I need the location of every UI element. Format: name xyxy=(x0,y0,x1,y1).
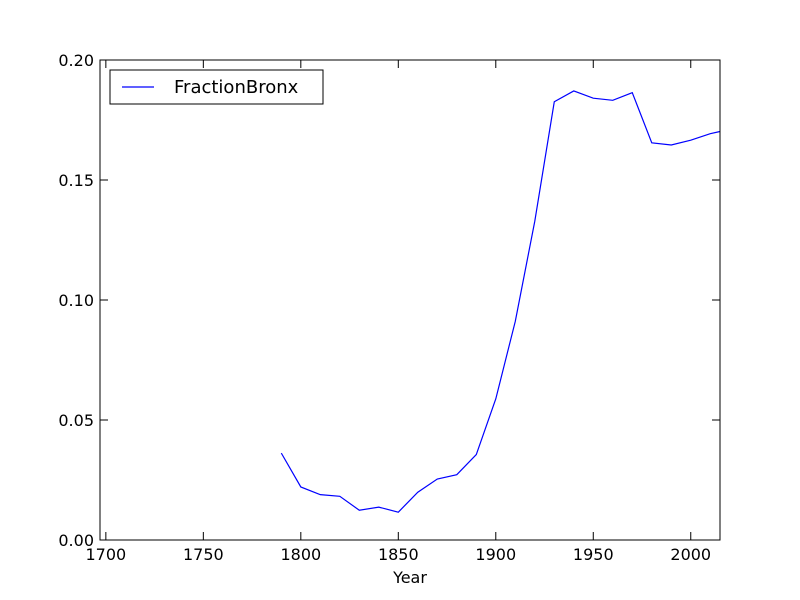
series-line xyxy=(280,90,721,513)
x-tick-label: 1800 xyxy=(280,545,321,564)
x-tick-label: 1750 xyxy=(183,545,224,564)
plot-area xyxy=(100,60,720,540)
x-tick-label: 1850 xyxy=(378,545,419,564)
x-tick-label: 1950 xyxy=(573,545,614,564)
y-tick-label: 0.05 xyxy=(58,411,94,430)
x-tick-label: 1900 xyxy=(475,545,516,564)
y-tick-label: 0.15 xyxy=(58,171,94,190)
series-layer xyxy=(280,90,721,513)
x-axis-label: Year xyxy=(392,568,427,587)
tick-labels: 1700 1750 1800 1850 1900 1950 2000 0.00 0.05 0.10… xyxy=(58,51,711,564)
plot-frame xyxy=(99,59,721,541)
legend-label: FractionBronx xyxy=(174,77,299,98)
x-tick-label: 1700 xyxy=(85,545,126,564)
y-tick-label: 0.20 xyxy=(58,51,94,70)
legend: FractionBronx xyxy=(109,69,324,105)
y-tick-label: 0.10 xyxy=(58,291,94,310)
y-tick-label: 0.00 xyxy=(58,531,94,550)
x-tick-label: 2000 xyxy=(670,545,711,564)
